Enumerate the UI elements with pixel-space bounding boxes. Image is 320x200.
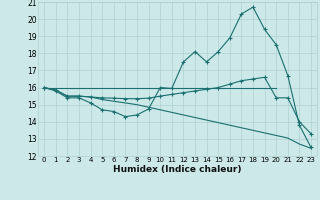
X-axis label: Humidex (Indice chaleur): Humidex (Indice chaleur) — [113, 165, 242, 174]
